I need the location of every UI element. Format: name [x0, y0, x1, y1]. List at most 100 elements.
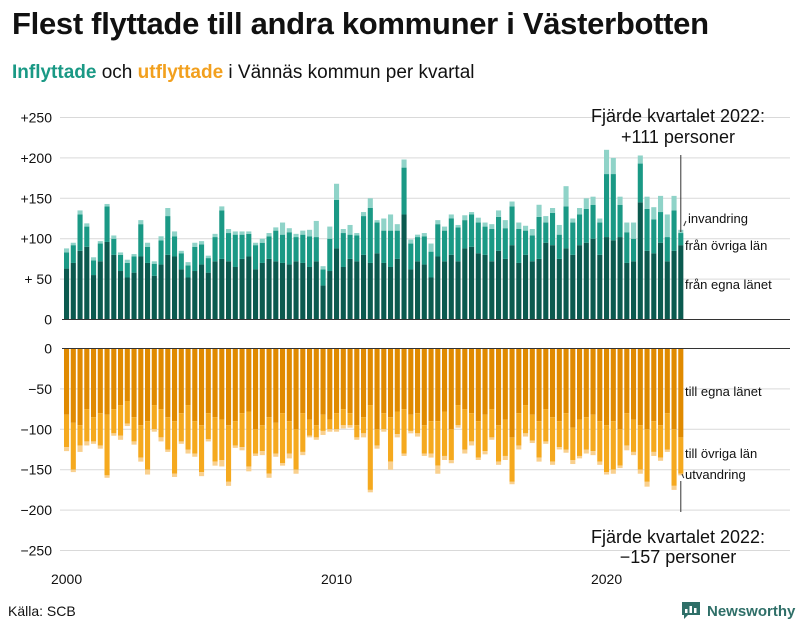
- bar-out-segment: [185, 348, 191, 406]
- bar-in-segment: [300, 262, 306, 320]
- bar-out-segment: [84, 409, 90, 442]
- bar-out-segment: [118, 435, 124, 440]
- bar-in-segment: [658, 195, 664, 213]
- bar-out-segment: [651, 421, 657, 452]
- bar-in-segment: [644, 208, 650, 251]
- bar-in-segment: [523, 225, 529, 231]
- bar-out-segment: [70, 469, 76, 473]
- bar-in-segment: [529, 235, 535, 262]
- bar-out-segment: [104, 475, 110, 478]
- bar-in-segment: [442, 226, 448, 231]
- bar-out-segment: [556, 421, 562, 448]
- bar-in-segment: [678, 245, 684, 320]
- bar-out-segment: [280, 348, 286, 414]
- bar-out-segment: [658, 457, 664, 461]
- bar-out-segment: [381, 413, 387, 430]
- bar-out-segment: [394, 434, 400, 438]
- bar-in-segment: [64, 252, 70, 269]
- bar-in-segment: [374, 253, 380, 320]
- bar-out-segment: [678, 437, 684, 474]
- bar-out-segment: [199, 348, 205, 426]
- bar-in-segment: [145, 246, 151, 263]
- bar-out-segment: [192, 348, 198, 422]
- bar-out-segment: [388, 417, 394, 462]
- bar-in-segment: [421, 264, 427, 320]
- legend-fran-egna-lanet: från egna länet: [685, 277, 772, 292]
- bar-in-segment: [192, 271, 198, 320]
- bar-in-segment: [91, 257, 97, 261]
- bar-in-segment: [644, 250, 650, 320]
- bar-out-segment: [509, 481, 515, 485]
- legend-till-ovriga-lan: till övriga län: [685, 446, 757, 461]
- bar-in-segment: [448, 254, 454, 320]
- bar-in-segment: [604, 149, 610, 175]
- bar-in-segment: [280, 234, 286, 263]
- bar-in-segment: [77, 214, 83, 251]
- bar-in-segment: [361, 254, 367, 320]
- bar-out-segment: [394, 348, 400, 412]
- bar-out-segment: [671, 485, 677, 490]
- bar-out-segment: [232, 348, 238, 422]
- bar-out-segment: [536, 348, 542, 422]
- bar-in-segment: [199, 264, 205, 320]
- bar-in-segment: [415, 237, 421, 262]
- bar-out-segment: [644, 481, 650, 487]
- legend-invandring: invandring: [688, 211, 748, 226]
- bar-in-segment: [442, 261, 448, 320]
- bar-in-segment: [509, 206, 515, 246]
- bar-in-segment: [307, 266, 313, 320]
- bar-in-segment: [624, 222, 630, 233]
- bar-out-segment: [610, 421, 616, 470]
- bar-out-segment: [293, 348, 299, 430]
- bar-out-segment: [550, 417, 556, 462]
- bar-in-segment: [280, 222, 286, 235]
- bar-out-segment: [293, 469, 299, 474]
- bar-in-segment: [84, 226, 90, 247]
- bar-out-segment: [354, 437, 360, 440]
- bar-out-segment: [442, 455, 448, 460]
- bar-in-segment: [293, 261, 299, 320]
- bar-out-segment: [205, 439, 211, 442]
- bar-in-segment: [664, 214, 670, 238]
- bar-in-segment: [408, 243, 414, 270]
- bar-out-segment: [313, 437, 319, 440]
- bar-in-segment: [563, 186, 569, 207]
- bar-out-segment: [583, 449, 589, 454]
- bar-out-segment: [536, 421, 542, 458]
- bar-out-segment: [347, 413, 353, 426]
- bar-in-segment: [212, 261, 218, 320]
- brand-name: Newsworthy: [707, 602, 796, 620]
- bar-in-segment: [307, 236, 313, 267]
- bars: [64, 149, 684, 493]
- bar-in-segment: [70, 242, 76, 246]
- bar-in-segment: [374, 222, 380, 254]
- bar-in-segment: [185, 277, 191, 320]
- bar-out-segment: [583, 348, 589, 418]
- bar-in-segment: [273, 230, 279, 262]
- bar-out-segment: [84, 348, 90, 410]
- bar-out-segment: [165, 417, 171, 450]
- bar-out-segment: [489, 348, 495, 410]
- bar-in-segment: [70, 262, 76, 320]
- legend-leader-utvandring: [681, 473, 685, 479]
- bar-in-segment: [496, 250, 502, 320]
- bar-out-segment: [347, 348, 353, 414]
- bar-in-segment: [664, 237, 670, 262]
- bar-in-segment: [246, 231, 252, 234]
- bar-out-segment: [138, 457, 144, 462]
- bar-out-segment: [111, 348, 117, 410]
- bar-in-segment: [583, 242, 589, 320]
- bar-out-segment: [523, 348, 529, 406]
- bar-in-segment: [145, 262, 151, 320]
- bar-in-segment: [462, 215, 468, 221]
- bar-in-segment: [138, 256, 144, 320]
- bar-out-segment: [77, 425, 83, 446]
- bar-out-segment: [145, 421, 151, 470]
- bar-out-segment: [205, 413, 211, 439]
- bar-out-segment: [421, 453, 427, 456]
- bar-out-segment: [178, 413, 184, 442]
- bar-out-segment: [232, 445, 238, 448]
- bar-out-segment: [590, 414, 596, 452]
- bar-out-segment: [320, 348, 326, 415]
